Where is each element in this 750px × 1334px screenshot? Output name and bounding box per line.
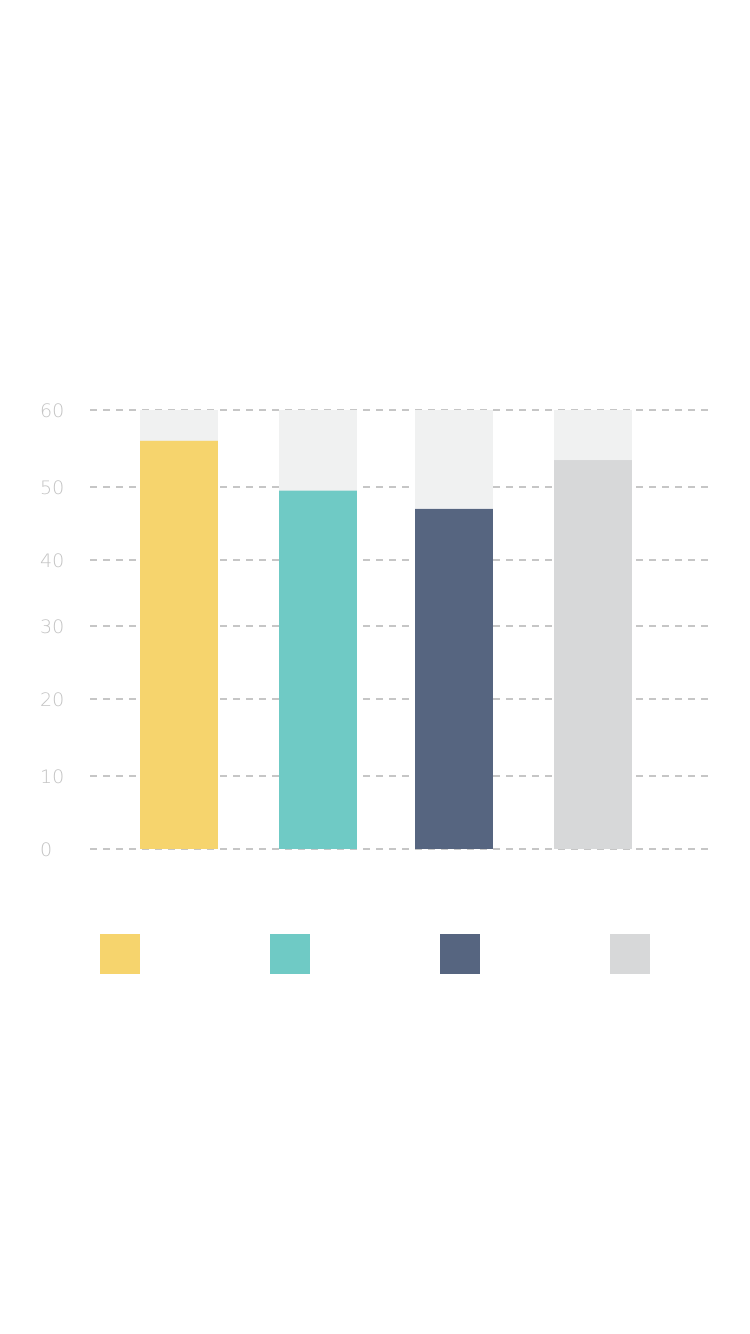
legend (100, 934, 650, 974)
y-tick-label: 10 (40, 766, 64, 788)
bar-1 (140, 440, 218, 849)
y-tick-label: 30 (40, 616, 64, 638)
bar-2 (279, 490, 357, 849)
bar-3 (415, 508, 493, 849)
legend-swatch-2 (270, 934, 310, 974)
y-tick-label: 60 (40, 400, 64, 422)
legend-swatch-3 (440, 934, 480, 974)
y-axis-ticks: 0 10 20 30 40 50 60 (40, 400, 64, 861)
y-tick-label: 0 (40, 839, 52, 861)
legend-swatch-4 (610, 934, 650, 974)
legend-swatch-1 (100, 934, 140, 974)
bar-4 (554, 460, 632, 849)
bars (140, 410, 632, 849)
y-tick-label: 20 (40, 689, 64, 711)
y-tick-label: 40 (40, 550, 64, 572)
y-tick-label: 50 (40, 477, 64, 499)
